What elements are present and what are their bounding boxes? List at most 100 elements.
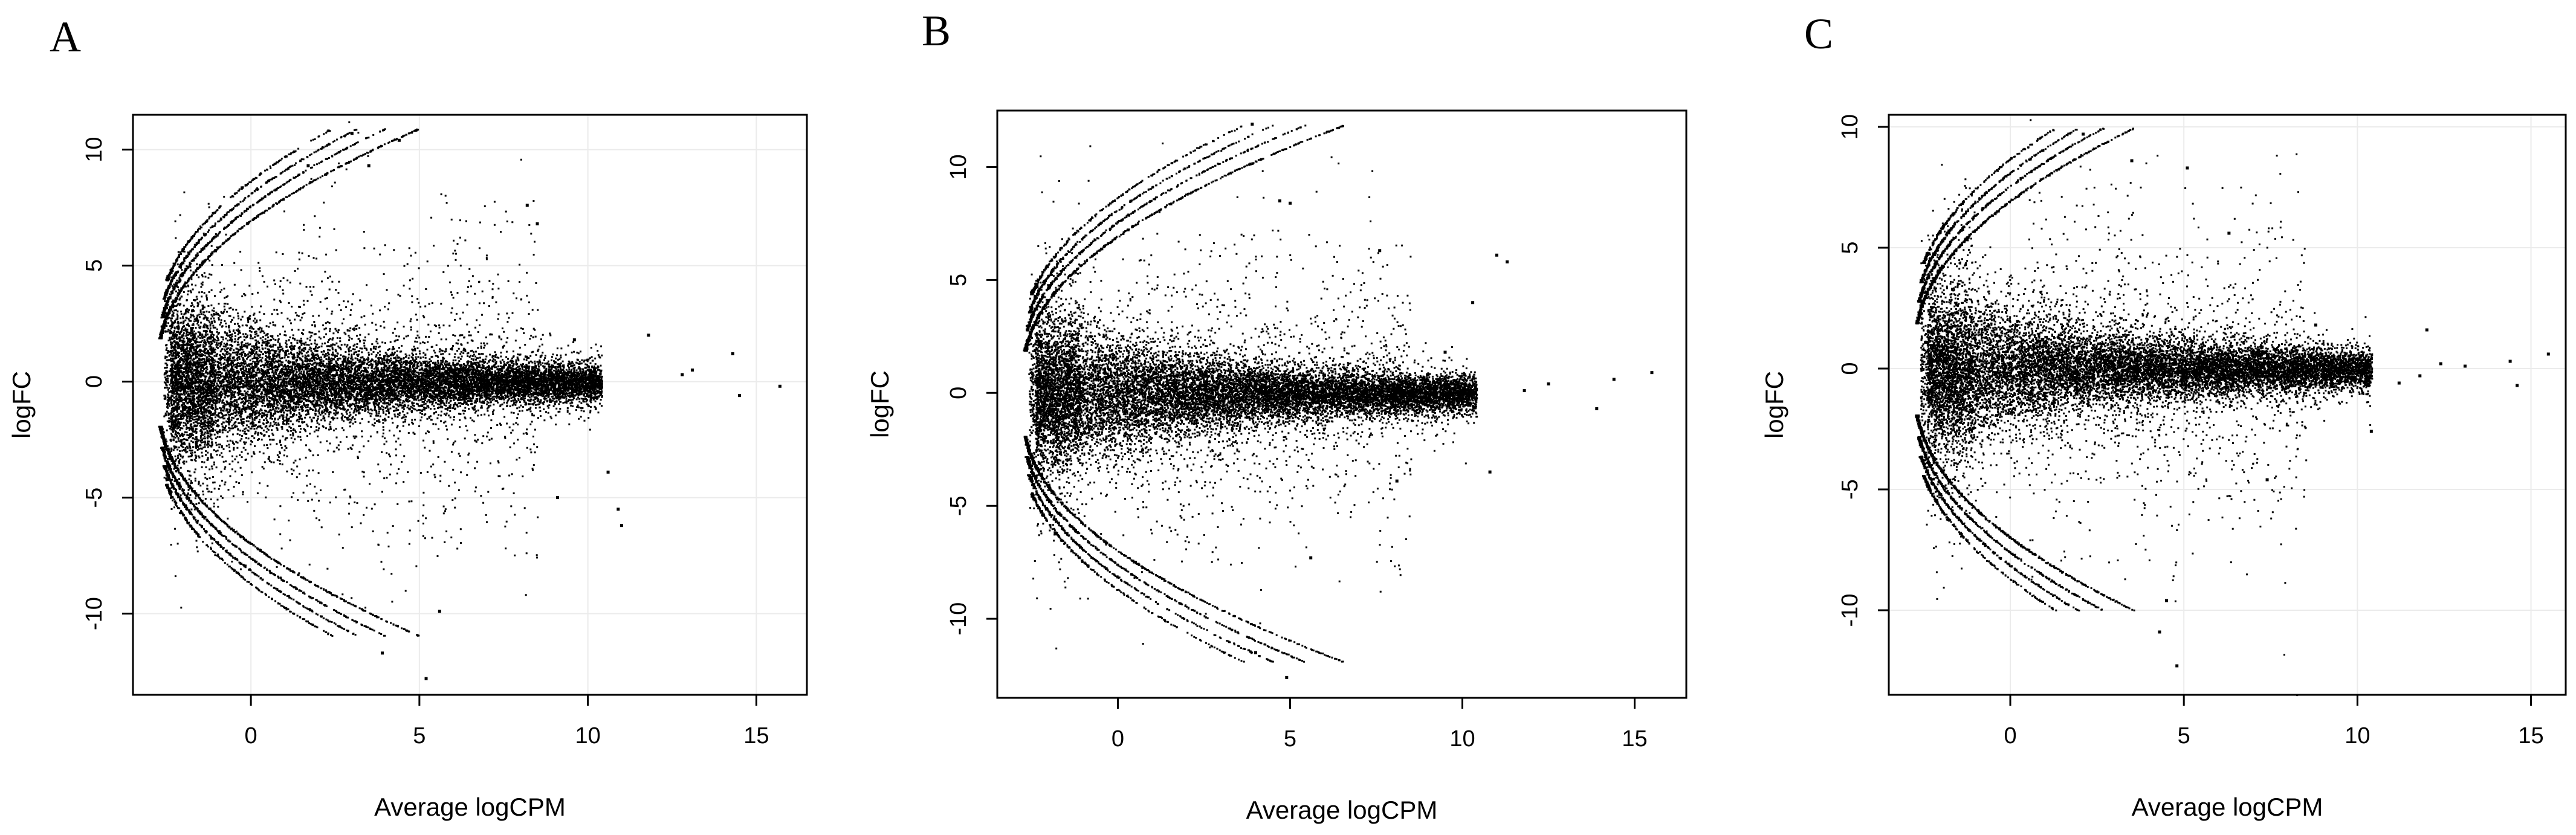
data-point	[2175, 664, 2179, 668]
y-tick-label: 0	[82, 375, 107, 388]
plot-frame	[132, 114, 808, 696]
data-point	[306, 164, 310, 167]
data-point	[2397, 381, 2401, 385]
data-point	[647, 334, 650, 337]
y-tick-label: -5	[946, 495, 971, 516]
x-tick-label: 15	[2518, 723, 2543, 749]
data-point	[1523, 389, 1526, 393]
plot-frame	[996, 109, 1688, 699]
data-point	[738, 394, 741, 398]
data-point	[2439, 362, 2442, 366]
y-tick-label: -5	[1837, 479, 1863, 500]
panel-b: B 0 5 10 15 -10 -5 0 5 10 Average logCPM logFC	[866, 7, 1688, 824]
y-tick-label: 5	[1837, 241, 1863, 254]
data-point	[2227, 231, 2231, 235]
data-point	[525, 204, 529, 207]
y-tick-label: 5	[946, 274, 971, 286]
data-point	[1395, 479, 1399, 483]
data-point	[731, 352, 734, 356]
y-axis-title: logFC	[1760, 371, 1788, 439]
data-point	[1495, 253, 1498, 257]
point-cloud	[1023, 124, 1478, 663]
x-tick-label: 10	[1449, 726, 1475, 752]
x-tick-label: 5	[1284, 726, 1296, 752]
data-point	[1471, 301, 1475, 305]
data-point	[397, 138, 401, 142]
y-tick-label: 0	[1837, 362, 1863, 375]
data-point	[438, 610, 441, 613]
data-point	[2158, 630, 2161, 634]
data-point	[2369, 430, 2373, 433]
data-point	[2130, 159, 2134, 163]
data-point	[2265, 478, 2269, 482]
data-point	[690, 368, 694, 372]
panel-c: C 0 5 10 15 -10 -5 0 5 10 Average logCPM logFC	[1760, 10, 2567, 821]
data-point	[1378, 249, 1382, 253]
x-tick-label: 10	[2345, 723, 2370, 749]
y-tick-label: -10	[946, 602, 971, 636]
data-point	[2516, 384, 2519, 387]
data-point	[2463, 364, 2467, 368]
x-tick-label: 15	[1622, 726, 1647, 752]
data-point	[555, 496, 559, 500]
y-tick-label: -10	[82, 597, 107, 630]
x-axis-title: Average logCPM	[374, 793, 566, 821]
data-point	[2418, 374, 2422, 378]
y-tick-label: 10	[1837, 114, 1863, 140]
y-axis-title: logFC	[866, 370, 894, 438]
y-tick-label: -10	[1837, 594, 1863, 627]
y-tick-label: 0	[946, 387, 971, 399]
data-point	[1285, 675, 1289, 679]
data-point	[1289, 201, 1292, 205]
data-point	[1612, 378, 1616, 381]
panel-letter: B	[922, 7, 951, 55]
y-tick-label: 10	[82, 137, 107, 162]
data-point	[572, 338, 576, 341]
panel-letter: A	[50, 13, 81, 61]
x-tick-label: 5	[413, 723, 426, 749]
data-point	[1278, 199, 1281, 203]
data-point	[2508, 359, 2512, 363]
plot-frame	[1888, 114, 2567, 696]
data-point	[536, 222, 539, 225]
data-point	[2425, 328, 2429, 332]
x-tick-label: 15	[743, 723, 769, 749]
point-cloud	[1915, 119, 2374, 697]
x-tick-label: 5	[2178, 723, 2190, 749]
data-point	[620, 524, 623, 527]
data-point	[1595, 407, 1599, 410]
data-point	[367, 164, 371, 167]
panel-a: A 0 5 10 15 -10 -5 0 5 10 Average logCPM logFC	[7, 13, 808, 821]
data-point	[381, 651, 384, 655]
data-point	[424, 677, 428, 680]
data-point	[1443, 350, 1447, 354]
panel-letter: C	[1804, 10, 1833, 58]
y-tick-label: -5	[82, 488, 107, 508]
data-point	[1506, 260, 1509, 263]
data-point	[1547, 382, 1550, 385]
data-point	[350, 132, 354, 135]
x-tick-label: 0	[2004, 723, 2016, 749]
data-point	[616, 508, 620, 511]
y-tick-label: 10	[946, 154, 971, 179]
data-point	[2314, 323, 2317, 327]
y-tick-label: 5	[82, 259, 107, 272]
data-point	[1251, 122, 1254, 126]
data-point	[2164, 599, 2168, 602]
data-point	[681, 373, 684, 376]
data-point	[2082, 132, 2085, 136]
data-point	[1254, 651, 1257, 654]
point-cloud	[158, 121, 603, 637]
x-axis-title: Average logCPM	[2132, 793, 2323, 821]
x-axis-title: Average logCPM	[1246, 796, 1438, 824]
x-tick-label: 0	[1112, 726, 1124, 752]
data-point	[1488, 470, 1492, 474]
data-point	[778, 384, 782, 388]
y-axis-title: logFC	[7, 371, 36, 439]
data-point	[1309, 556, 1313, 559]
data-point	[2186, 166, 2189, 170]
x-tick-label: 0	[245, 723, 257, 749]
x-tick-label: 10	[575, 723, 600, 749]
data-point	[2546, 352, 2550, 356]
